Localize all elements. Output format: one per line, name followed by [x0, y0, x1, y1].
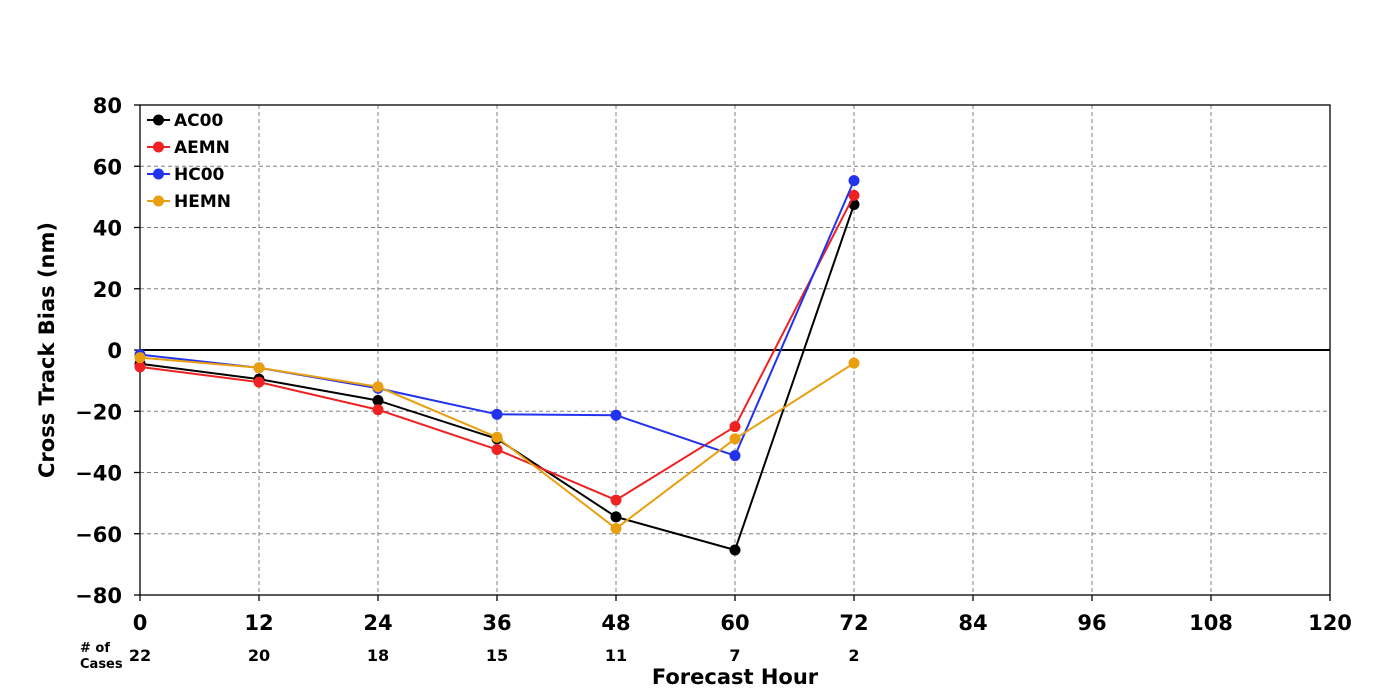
x-tick-label: 84 [958, 611, 987, 635]
legend-marker [153, 195, 164, 207]
y-tick-label: 80 [93, 94, 122, 118]
series-hemn [134, 352, 860, 535]
data-point [372, 395, 384, 407]
legend-item-aemn: AEMN [147, 138, 230, 158]
x-tick-label: 120 [1308, 611, 1352, 635]
axis-ticks [134, 104, 1331, 601]
y-tick-label: −20 [75, 400, 122, 424]
case-count: 7 [729, 646, 740, 665]
x-tick-labels: 0 12 24 36 48 60 72 84 96 108 120 [133, 611, 1352, 635]
data-point [253, 376, 265, 388]
data-point [491, 444, 503, 456]
legend-label: AC00 [174, 111, 223, 131]
data-point [372, 404, 384, 416]
y-tick-label: 40 [93, 217, 122, 241]
data-point [848, 189, 860, 201]
y-tick-labels: 80 60 40 20 0 −20 −40 −60 −80 [75, 94, 122, 608]
x-tick-label: 72 [839, 611, 868, 635]
data-point [610, 409, 622, 421]
case-count: 22 [129, 646, 151, 665]
data-point [729, 450, 741, 462]
data-point [491, 408, 503, 420]
data-series [134, 175, 860, 556]
data-point [134, 361, 146, 373]
y-tick-label: 60 [93, 155, 122, 179]
x-tick-label: 96 [1077, 611, 1106, 635]
case-count: 18 [367, 646, 389, 665]
x-tick-label: 24 [363, 611, 392, 635]
data-point [610, 511, 622, 523]
series-aemn [134, 189, 860, 506]
case-count: 20 [248, 646, 270, 665]
y-tick-label: 20 [93, 278, 122, 302]
data-point [729, 421, 741, 433]
case-count-row: # of Cases 22 20 18 15 11 7 2 [80, 641, 860, 672]
legend-marker [153, 114, 164, 126]
data-point [610, 523, 622, 535]
case-count: 11 [605, 646, 627, 665]
case-count: 2 [848, 646, 859, 665]
y-tick-label: −40 [75, 462, 122, 486]
legend-marker [153, 141, 164, 153]
x-tick-label: 108 [1189, 611, 1233, 635]
chart-legend: AC00 AEMN HC00 HEMN [147, 111, 231, 212]
data-point [372, 381, 384, 393]
x-tick-label: 36 [482, 611, 511, 635]
data-point [253, 362, 265, 374]
x-tick-label: 48 [601, 611, 630, 635]
legend-item-ac00: AC00 [147, 111, 223, 131]
case-count: 15 [486, 646, 508, 665]
data-point [134, 352, 146, 364]
x-tick-label: 0 [133, 611, 148, 635]
data-point [610, 494, 622, 506]
legend-label: HEMN [174, 192, 231, 212]
x-tick-label: 12 [244, 611, 273, 635]
y-axis-title: Cross Track Bias (nm) [35, 222, 59, 478]
data-point [729, 544, 741, 556]
legend-marker [153, 168, 164, 180]
legend-item-hc00: HC00 [147, 165, 225, 185]
data-point [848, 357, 860, 369]
data-point [848, 175, 860, 187]
data-point [491, 431, 503, 443]
cases-title-line1: # of [80, 641, 110, 656]
x-tick-label: 60 [720, 611, 749, 635]
y-tick-label: −80 [75, 584, 122, 608]
legend-label: AEMN [174, 138, 230, 158]
y-tick-label: 0 [107, 339, 122, 363]
legend-item-hemn: HEMN [147, 192, 231, 212]
x-axis-title: Forecast Hour [652, 665, 819, 689]
cases-title-line2: Cases [80, 657, 123, 672]
data-point [729, 433, 741, 445]
y-tick-label: −60 [75, 523, 122, 547]
legend-label: HC00 [174, 165, 225, 185]
